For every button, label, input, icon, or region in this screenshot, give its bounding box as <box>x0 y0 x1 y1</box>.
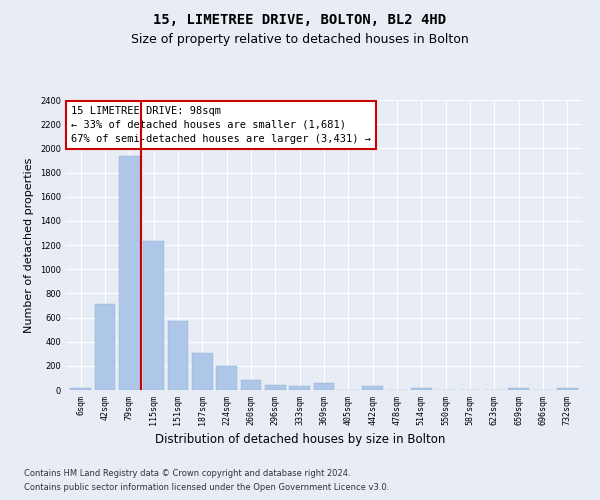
Bar <box>95 304 115 390</box>
Bar <box>289 386 310 390</box>
Bar <box>216 366 237 390</box>
Bar <box>143 242 164 390</box>
Y-axis label: Number of detached properties: Number of detached properties <box>25 158 34 332</box>
Text: 15 LIMETREE DRIVE: 98sqm
← 33% of detached houses are smaller (1,681)
67% of sem: 15 LIMETREE DRIVE: 98sqm ← 33% of detach… <box>71 106 371 144</box>
Bar <box>192 353 212 390</box>
Bar <box>241 380 262 390</box>
Text: 15, LIMETREE DRIVE, BOLTON, BL2 4HD: 15, LIMETREE DRIVE, BOLTON, BL2 4HD <box>154 12 446 26</box>
Bar <box>119 156 140 390</box>
Bar <box>557 388 578 390</box>
Text: Contains public sector information licensed under the Open Government Licence v3: Contains public sector information licen… <box>24 484 389 492</box>
Text: Contains HM Land Registry data © Crown copyright and database right 2024.: Contains HM Land Registry data © Crown c… <box>24 468 350 477</box>
Bar <box>411 388 432 390</box>
Text: Size of property relative to detached houses in Bolton: Size of property relative to detached ho… <box>131 32 469 46</box>
Bar <box>508 388 529 390</box>
Bar <box>314 384 334 390</box>
Bar <box>70 388 91 390</box>
Bar <box>362 386 383 390</box>
Text: Distribution of detached houses by size in Bolton: Distribution of detached houses by size … <box>155 432 445 446</box>
Bar <box>167 320 188 390</box>
Bar <box>265 385 286 390</box>
